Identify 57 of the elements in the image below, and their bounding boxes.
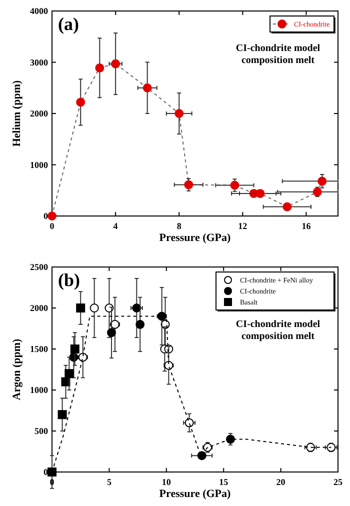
annotation: (b) [58,270,80,290]
y-tick-label: 0 [44,211,48,221]
point [136,320,145,329]
point [90,304,99,312]
y-axis-title: Argon (ppm) [11,338,23,400]
annotation: CI-chondrite model composition melt [236,43,320,66]
x-axis-title: Pressure (GPa) [159,232,232,244]
y-tick-label: 4000 [30,6,48,16]
y-tick-label: 2000 [30,303,48,313]
y-axis-title: Helium (ppm) [11,80,23,147]
point [312,187,322,196]
x-tick-label: 8 [176,221,182,231]
point [106,328,116,338]
point [76,98,86,107]
point [48,212,56,220]
point [132,304,142,312]
point [203,442,212,452]
point [70,344,80,354]
y-tick-label: 1000 [30,160,48,170]
point [256,188,265,198]
point [230,180,240,190]
x-tick-label: 15 [219,477,229,487]
x-tick-label: 4 [113,221,118,231]
y-tick-label: 500 [34,426,48,436]
point [76,304,86,312]
x-tick-label: 25 [334,477,343,487]
y-tick-label: 2500 [30,262,48,272]
y-tick-label: 2000 [30,108,48,118]
y-tick-label: 3000 [30,57,48,68]
point [58,410,67,420]
x-tick-label: 16 [302,221,312,231]
point [110,320,120,329]
point [164,360,174,370]
x-tick-label: 12 [238,221,248,231]
annotation: CI-chondrite model composition melt [236,319,320,342]
point [95,63,104,72]
point [326,442,336,452]
point [184,418,194,428]
point [226,434,235,444]
x-tick-label: 10 [162,477,172,487]
x-tick-label: 5 [106,477,112,487]
point [306,442,316,452]
point [48,468,56,476]
annotation: (a) [58,14,79,34]
x-tick-label: 20 [276,477,286,487]
y-tick-label: 0 [44,467,48,477]
x-axis-title: Pressure (GPa) [159,488,232,500]
point [142,83,152,92]
point [318,176,327,186]
point [174,109,184,118]
point [111,59,120,68]
point [64,369,74,378]
y-tick-label: 1500 [30,344,48,354]
point [282,202,292,212]
y-tick-label: 1000 [30,385,48,395]
point [197,451,206,460]
point [184,180,194,190]
